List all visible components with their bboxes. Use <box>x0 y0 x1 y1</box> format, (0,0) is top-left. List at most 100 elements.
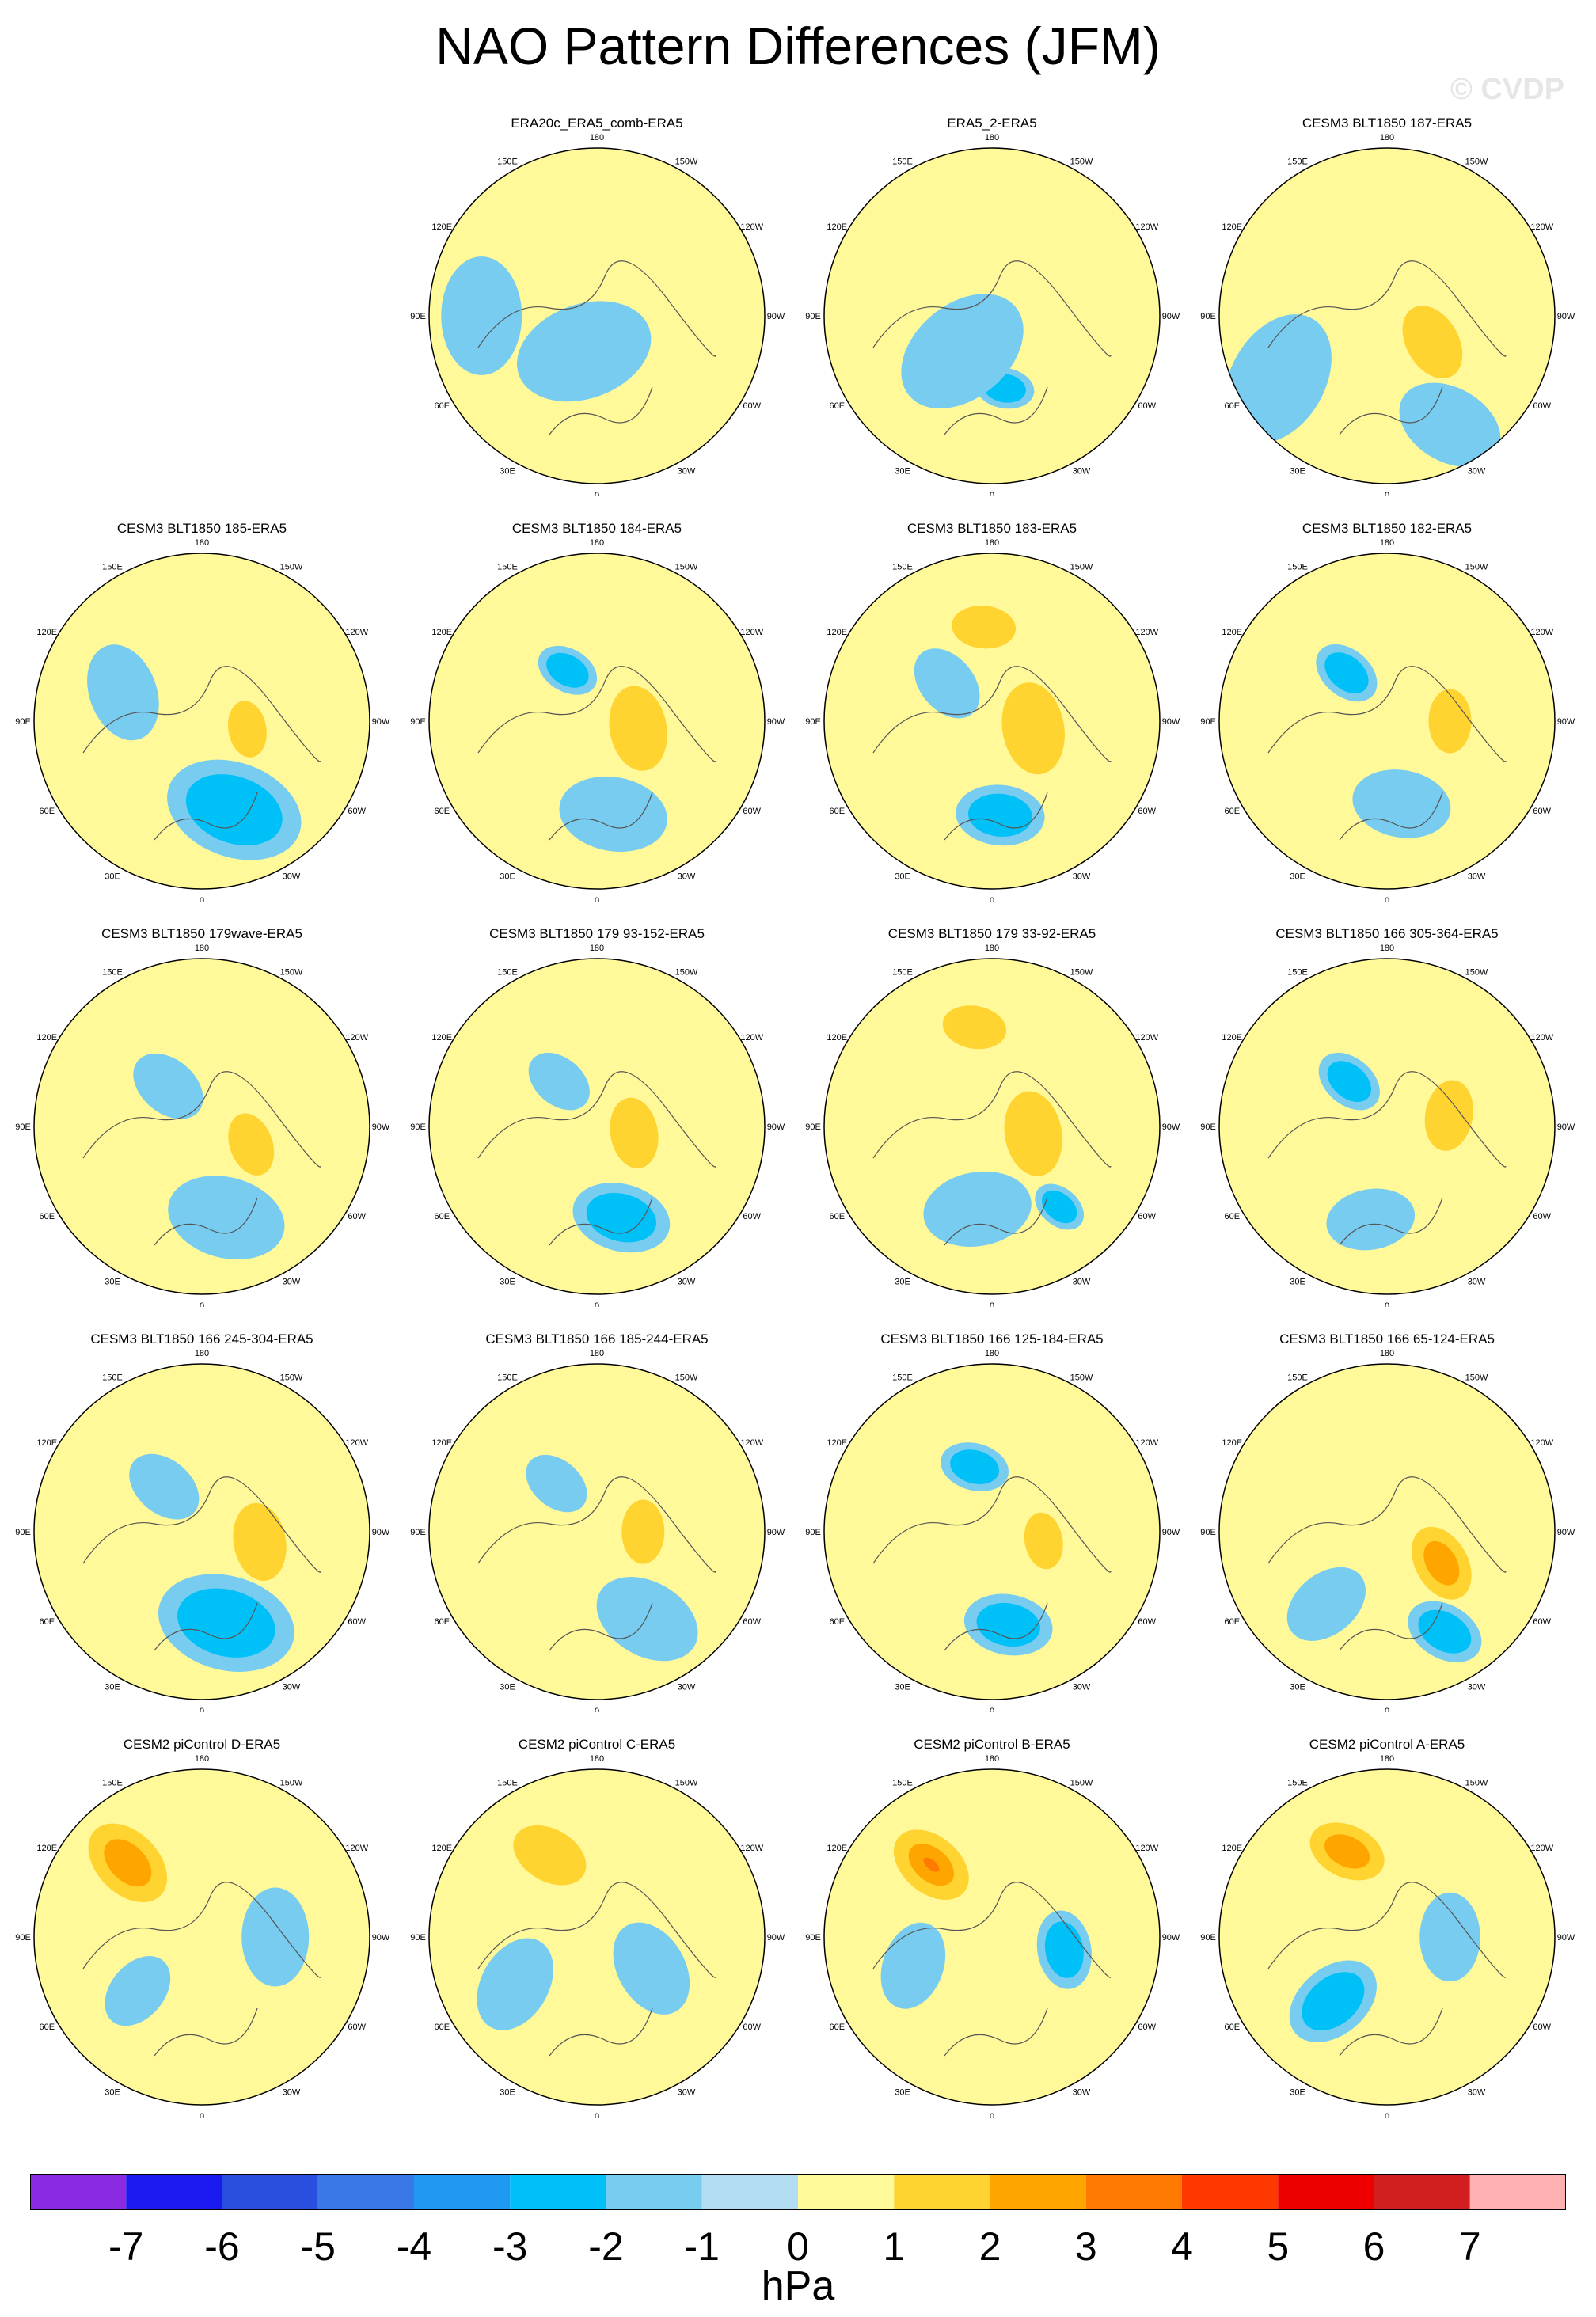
longitude-label: 90W <box>1162 1528 1180 1537</box>
coastline <box>477 1476 716 1651</box>
map-panel: CESM3 BLT1850 187-ERA5 180 150E 120E 90E 60E 3… <box>1189 115 1585 496</box>
anomaly-contour <box>546 652 589 688</box>
longitude-label: 60E <box>434 1617 450 1627</box>
longitude-label: 180 <box>195 944 209 953</box>
longitude-label: 30W <box>1468 1278 1486 1287</box>
longitude-label: 60E <box>39 1212 55 1221</box>
map-background <box>34 959 370 1294</box>
longitude-label: 0 <box>990 2112 994 2118</box>
longitude-label: 180 <box>985 1349 999 1358</box>
colorbar-swatch <box>990 2174 1086 2210</box>
colorbar-swatch <box>126 2174 222 2210</box>
longitude-label: 180 <box>1380 1349 1394 1358</box>
longitude-label: 150W <box>1070 1778 1093 1787</box>
colorbar-swatch <box>1374 2174 1470 2210</box>
polar-map: 180 150E 120E 90E 60E 30E 0 30W 60W 90W 120W 150W <box>410 133 785 496</box>
anomaly-contour <box>104 1956 171 2026</box>
coastline <box>872 1476 1112 1651</box>
map-border <box>428 1363 766 1700</box>
longitude-label: 60W <box>743 807 761 816</box>
longitude-label: 150E <box>497 1778 518 1787</box>
longitude-label: 0 <box>1385 1707 1389 1712</box>
colorbar-tick-label: -2 <box>588 2224 624 2269</box>
map-panel: CESM3 BLT1850 185-ERA5 180 150E 120E 90E 60E 3… <box>4 520 400 902</box>
map-border <box>823 147 1161 484</box>
map-panel: CESM3 BLT1850 166 185-244-ERA5 180 150E 120… <box>399 1331 795 1712</box>
map-border <box>1218 1768 1556 2106</box>
coastline <box>477 1071 716 1246</box>
longitude-label: 90W <box>767 1528 785 1537</box>
longitude-label: 150W <box>675 1778 698 1787</box>
longitude-label: 0 <box>200 1707 204 1712</box>
longitude-label: 120W <box>1530 1844 1553 1853</box>
polar-map: 180 150E 120E 90E 60E 30E 0 30W 60W 90W 120W 150W <box>805 1349 1180 1712</box>
longitude-label: 60W <box>1533 1617 1551 1627</box>
map-panel: CESM3 BLT1850 179wave-ERA5 180 150E 120E 90E… <box>4 925 400 1307</box>
longitude-label: 0 <box>1385 491 1389 496</box>
colorbar-swatch <box>30 2174 127 2210</box>
polar-map: 180 150E 120E 90E 60E 30E 0 30W 60W 90W 120W 150W <box>410 1754 785 2118</box>
anomaly-contour <box>1042 1190 1077 1224</box>
longitude-label: 120W <box>1135 628 1158 637</box>
longitude-label: 60W <box>348 1212 366 1221</box>
longitude-label: 150E <box>892 1778 913 1787</box>
longitude-label: 60W <box>1138 1212 1156 1221</box>
coastline <box>1267 260 1507 435</box>
anomaly-contour <box>942 1005 1007 1050</box>
longitude-label: 150E <box>892 967 913 977</box>
longitude-label: 90E <box>15 1933 31 1943</box>
longitude-label: 120E <box>1222 222 1242 232</box>
anomaly-contour <box>610 1097 659 1168</box>
longitude-label: 120W <box>1530 222 1553 232</box>
longitude-label: 150E <box>892 562 913 572</box>
longitude-label: 90E <box>1200 1122 1216 1132</box>
longitude-label: 150E <box>497 562 518 572</box>
anomaly-contour <box>441 256 522 375</box>
colorbar-swatch <box>606 2174 702 2210</box>
coastline <box>872 666 1112 841</box>
anomaly-contour <box>1366 217 1446 273</box>
anomaly-contour <box>177 1588 276 1658</box>
longitude-label: 0 <box>1385 2112 1389 2118</box>
longitude-label: 30W <box>283 872 301 882</box>
longitude-label: 30W <box>1073 467 1091 477</box>
longitude-label: 150E <box>497 1373 518 1382</box>
longitude-label: 90W <box>1162 1933 1180 1943</box>
longitude-label: 90W <box>372 717 390 727</box>
longitude-label: 150E <box>1287 157 1308 166</box>
longitude-label: 30E <box>500 467 515 477</box>
polar-map: 180 150E 120E 90E 60E 30E 0 30W 60W 90W 120W 150W <box>410 944 785 1307</box>
longitude-label: 120W <box>345 1033 368 1043</box>
anomaly-contour <box>880 1922 946 2009</box>
polar-map: 180 150E 120E 90E 60E 30E 0 30W 60W 90W 120W 150W <box>805 1754 1180 2118</box>
longitude-label: 120E <box>431 222 452 232</box>
anomaly-contour <box>976 1602 1040 1647</box>
anomaly-contour <box>1302 1972 1365 2031</box>
longitude-label: 120E <box>431 1438 452 1448</box>
polar-map: 180 150E 120E 90E 60E 30E 0 30W 60W 90W 120W 150W <box>15 1754 390 2118</box>
longitude-label: 90W <box>1557 1528 1575 1537</box>
longitude-label: 30E <box>895 872 910 882</box>
longitude-label: 150W <box>1465 1778 1488 1787</box>
longitude-label: 30E <box>895 1683 910 1692</box>
panel-title: CESM2 piControl A-ERA5 <box>1309 1737 1465 1752</box>
map-border <box>1218 1363 1556 1700</box>
longitude-label: 90W <box>1162 1122 1180 1132</box>
panel-title: CESM2 piControl D-ERA5 <box>123 1737 281 1752</box>
longitude-label: 180 <box>985 538 999 548</box>
colorbar-tick-label: 7 <box>1458 2224 1481 2269</box>
longitude-label: 30W <box>1468 1683 1486 1692</box>
map-panel: CESM3 BLT1850 179 33-92-ERA5 180 150E 120E 9… <box>794 925 1190 1307</box>
colorbar-tick-label: -1 <box>684 2224 720 2269</box>
longitude-label: 30E <box>104 1278 120 1287</box>
longitude-label: 150W <box>675 1373 698 1382</box>
map-border <box>428 1768 766 2106</box>
longitude-label: 0 <box>990 1707 994 1712</box>
colorbar-tick-label: 1 <box>883 2224 906 2269</box>
anomaly-contour <box>950 1449 999 1484</box>
anomaly-contour <box>1324 1834 1370 1869</box>
panel-title: CESM3 BLT1850 179 33-92-ERA5 <box>887 926 1096 941</box>
anomaly-contour <box>1004 1091 1062 1176</box>
longitude-label: 120E <box>826 1033 847 1043</box>
longitude-label: 60E <box>39 1617 55 1627</box>
